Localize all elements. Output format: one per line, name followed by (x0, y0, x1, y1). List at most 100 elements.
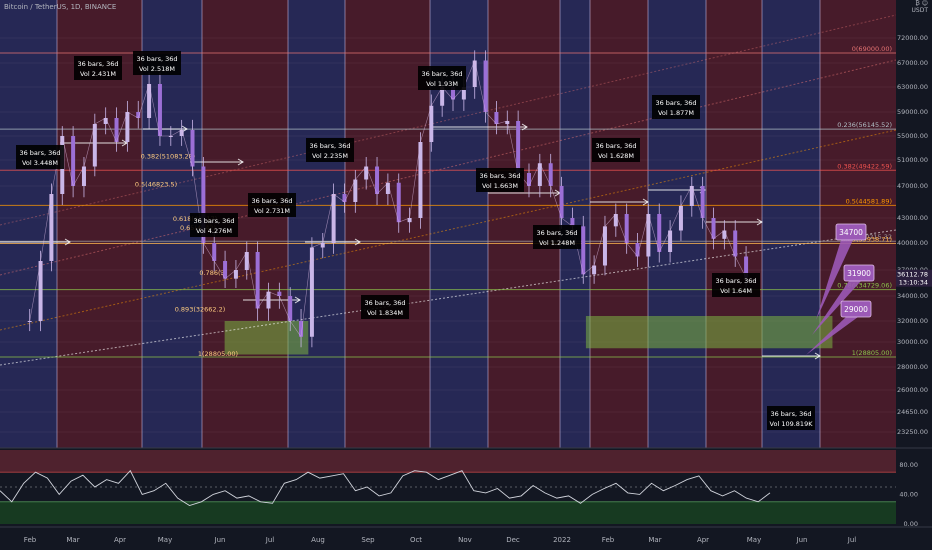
cycle-band (762, 0, 820, 448)
bar-count-line1: 36 bars, 36d (595, 142, 636, 150)
cycle-arrow-head (642, 198, 649, 206)
cycle-band (288, 0, 345, 448)
candle-body (483, 60, 488, 112)
current-price-label: 36112.78 (897, 271, 928, 279)
price-tick-label: 55000.00 (897, 132, 928, 140)
candle-body (255, 252, 260, 309)
cycle-band (488, 0, 560, 448)
time-tick-label: May (747, 536, 761, 544)
candle-body (646, 214, 651, 257)
channel-line (0, 129, 897, 331)
candle-body (537, 163, 542, 186)
channel-line (0, 14, 897, 226)
bar-count-labels: 36 bars, 36d Vol 2.431M 36 bars, 36d Vol 2.… (16, 51, 815, 430)
bar-count-line2: Vol 1.877M (658, 109, 694, 117)
left-fib-label: 0.382(51083.28) (141, 153, 196, 161)
candle-body (711, 218, 716, 239)
candle-body (505, 121, 510, 124)
time-tick-label: Aug (311, 536, 325, 544)
price-tick-label: 34000.00 (897, 292, 928, 300)
bar-count-box (248, 193, 296, 217)
bar-count-line2: Vol 1.248M (539, 239, 575, 247)
candle-body (92, 124, 97, 167)
candle-body (526, 173, 531, 186)
time-tick-label: Mar (648, 536, 661, 544)
price-tick-label: 26000.00 (897, 386, 928, 394)
candle-body (353, 179, 358, 202)
bar-count-box (476, 168, 524, 192)
bar-count-line2: Vol 1.93M (426, 80, 458, 88)
candle-body (71, 136, 76, 186)
bar-count-line1: 36 bars, 36d (251, 197, 292, 205)
time-tick-label: Apr (114, 536, 126, 544)
candle-body (342, 194, 347, 202)
time-tick-label: Sep (361, 536, 375, 544)
cycle-arrows (0, 123, 821, 360)
cycle-arrow-head (354, 238, 361, 246)
candle-body (157, 84, 162, 136)
fib-level-label: 1(28805.00) (852, 349, 892, 357)
bar-count-box (418, 66, 466, 90)
bar-count-line2: Vol 1.628M (598, 152, 634, 160)
candle-body (38, 261, 43, 321)
cycle-arrow-head (294, 296, 301, 304)
bar-count-box (74, 56, 122, 80)
candle-body (440, 87, 445, 106)
bar-count-line2: Vol 2.731M (254, 207, 290, 215)
currency-top: ₿ 😊 (915, 0, 928, 7)
bar-count-line2: Vol 3.448M (22, 159, 58, 167)
cycle-arrow-head (756, 218, 763, 226)
rsi-tick-label: 0.00 (904, 520, 918, 528)
price-tick-label: 59000.00 (897, 108, 928, 116)
cycle-band (560, 0, 590, 448)
time-tick-label: May (158, 536, 172, 544)
time-tick-label: Jun (796, 536, 808, 544)
bar-count-line1: 36 bars, 36d (309, 142, 350, 150)
callout-text: 34700 (839, 228, 863, 237)
bar-count-box (306, 138, 354, 162)
candle-body (385, 182, 390, 194)
candle-body (516, 121, 521, 173)
candle-body (407, 218, 412, 223)
candle-body (472, 60, 477, 87)
bar-count-line2: Vol 2.235M (312, 152, 348, 160)
bar-count-box (533, 225, 581, 249)
candle-body (309, 247, 314, 337)
currency-label: USDT (911, 7, 929, 14)
callout-pointer (816, 240, 853, 320)
candle-body (288, 296, 293, 321)
candle-body (114, 118, 119, 142)
bar-count-line1: 36 bars, 36d (536, 229, 577, 237)
candle-body (27, 321, 32, 322)
time-tick-label: Feb (602, 536, 615, 544)
candle-body (494, 112, 499, 124)
left-fib-label: 0.786(3 (199, 269, 224, 277)
price-tick-label: 28000.00 (897, 363, 928, 371)
bar-count-line1: 36 bars, 36d (715, 277, 756, 285)
price-tick-label: 43000.00 (897, 214, 928, 222)
bar-count-line2: Vol 2.431M (80, 70, 116, 78)
bar-count-line1: 36 bars, 36d (19, 149, 60, 157)
symbol-title[interactable]: Bitcoin / TetherUS, 1D, BINANCE (4, 3, 117, 11)
candle-body (103, 118, 108, 124)
price-tick-label: 72000.00 (897, 34, 928, 42)
callout-pointer (812, 281, 861, 335)
candle-body (375, 166, 380, 194)
bar-count-line1: 36 bars, 36d (77, 60, 118, 68)
rsi-oversold-zone (0, 501, 896, 524)
price-tick-label: 32000.00 (897, 317, 928, 325)
candle-body (624, 214, 629, 243)
callout-box (840, 300, 872, 318)
price-axis: 72000.00 67000.00 63000.00 59000.00 55000.00… (896, 0, 932, 550)
support-zone (585, 316, 833, 349)
price-line (29, 59, 747, 338)
candle-body (320, 243, 325, 248)
bar-count-line2: Vol 109.819K (770, 420, 814, 428)
price-tick-label: 47000.00 (897, 182, 928, 190)
callout-box (843, 264, 875, 282)
price-tick-label: 67000.00 (897, 59, 928, 67)
candle-body (559, 186, 564, 218)
bar-count-line1: 36 bars, 36d (770, 410, 811, 418)
bar-count-line1: 36 bars, 36d (193, 217, 234, 225)
bar-count-box (767, 406, 815, 430)
